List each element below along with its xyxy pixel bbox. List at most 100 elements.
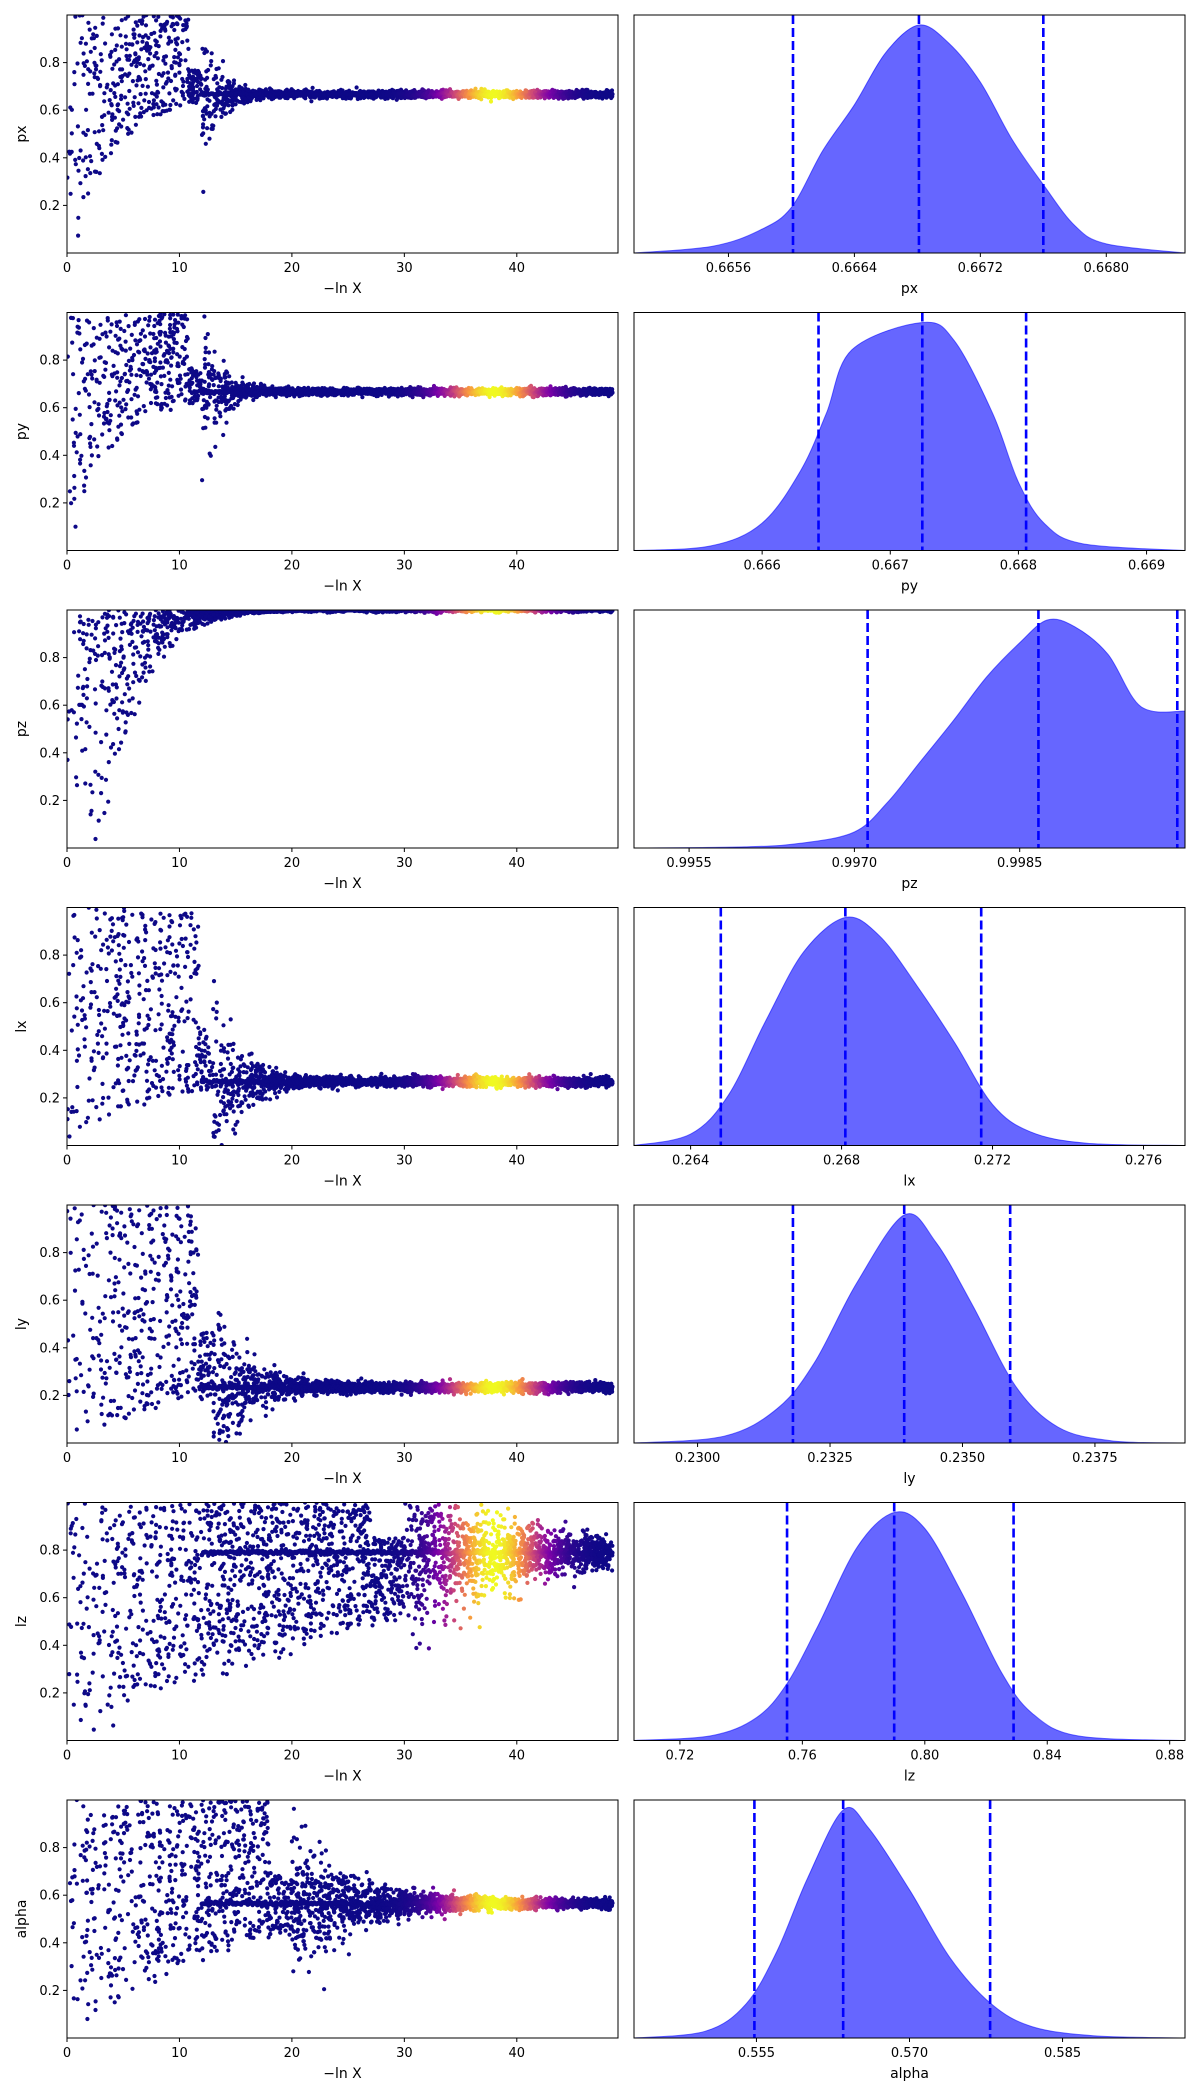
x-tick-label: 0.76: [788, 1749, 817, 1764]
y-axis-label: lx: [14, 1020, 30, 1032]
density-fill: [634, 24, 1185, 253]
x-tick-label: 10: [171, 856, 188, 871]
y-tick-label: 0.8: [39, 354, 60, 369]
y-tick-label: 0.6: [39, 1591, 60, 1606]
axes-frame: [633, 1204, 1186, 1444]
x-tick-label: 0.268: [823, 1154, 860, 1169]
density-fill: [634, 619, 1185, 848]
trace-panel-px: 0 10 20 30 40 0.2 0.4 0.6 0.8 −ln X px: [14, 14, 619, 297]
x-tick-label: 0: [63, 1154, 71, 1169]
x-tick-label: 0: [63, 559, 71, 574]
y-tick-label: 0.8: [39, 949, 60, 964]
y-tick-label: 0.6: [39, 699, 60, 714]
x-tick-label: 40: [509, 2046, 526, 2061]
x-tick-label: 0: [63, 261, 71, 276]
x-axis-label: −ln X: [323, 1174, 362, 1190]
y-tick-label: 0.8: [39, 1544, 60, 1559]
y-tick-label: 0.8: [39, 651, 60, 666]
y-tick-label: 0.6: [39, 996, 60, 1011]
x-tick-label: 30: [396, 856, 413, 871]
density-fill: [634, 322, 1185, 551]
density-curve: [634, 1511, 1185, 1741]
x-axis-label: py: [901, 579, 918, 595]
x-tick-label: 20: [284, 1749, 301, 1764]
y-tick-label: 0.2: [39, 1091, 60, 1106]
x-tick-label: 20: [284, 2046, 301, 2061]
x-tick-label: 0.72: [665, 1749, 694, 1764]
axes-frame: [633, 312, 1186, 551]
x-axis-label: alpha: [890, 2066, 929, 2082]
x-axis-label: −ln X: [323, 2066, 362, 2082]
x-tick-label: 0.668: [1000, 559, 1037, 574]
x-axis-label: pz: [901, 876, 917, 892]
x-tick-label: 40: [509, 1154, 526, 1169]
y-tick-label: 0.4: [39, 1341, 60, 1356]
x-tick-label: 0.88: [1155, 1749, 1184, 1764]
x-tick-label: 10: [171, 1154, 188, 1169]
x-tick-label: 10: [171, 559, 188, 574]
y-tick-label: 0.2: [39, 794, 60, 809]
y-tick-label: 0.6: [39, 401, 60, 416]
trace-panel-py: 0 10 20 30 40 0.2 0.4 0.6 0.8 −ln X py: [14, 312, 619, 595]
x-tick-label: 0.2325: [807, 1451, 853, 1466]
y-tick-label: 0.2: [39, 1389, 60, 1404]
trace-panel-lx: 0 10 20 30 40 0.2 0.4 0.6 0.8 −ln X lx: [14, 907, 619, 1190]
y-axis-label: lz: [14, 1616, 30, 1627]
x-tick-label: 10: [171, 2046, 188, 2061]
y-tick-label: 0.8: [39, 56, 60, 71]
x-tick-label: 30: [396, 1154, 413, 1169]
x-tick-label: 0.2375: [1072, 1451, 1118, 1466]
x-tick-label: 0.9955: [666, 856, 712, 871]
x-tick-label: 0.80: [910, 1749, 939, 1764]
x-axis-label: −ln X: [323, 579, 362, 595]
y-tick-label: 0.6: [39, 104, 60, 119]
y-axis-label: pz: [14, 721, 30, 737]
posterior-panel-ly: 0.2300 0.2325 0.2350 0.2375 ly: [633, 1204, 1186, 1487]
x-tick-label: 20: [284, 856, 301, 871]
y-tick-label: 0.2: [39, 1686, 60, 1701]
x-axis-label: −ln X: [323, 281, 362, 297]
trace-panel-pz: 0 10 20 30 40 0.2 0.4 0.6 0.8 −ln X pz: [14, 609, 619, 892]
x-axis-label: lx: [903, 1174, 915, 1190]
posterior-panel-py: 0.666 0.667 0.668 0.669 py: [633, 312, 1186, 595]
scatter-points: [67, 1800, 615, 2022]
density-curve: [634, 916, 1185, 1146]
x-tick-label: 0.9985: [997, 856, 1043, 871]
x-tick-label: 0.272: [974, 1154, 1011, 1169]
x-tick-label: 20: [284, 261, 301, 276]
axes-frame: [66, 312, 619, 551]
axes-frame: [66, 907, 619, 1146]
y-tick-label: 0.4: [39, 1936, 60, 1951]
y-tick-label: 0.8: [39, 1841, 60, 1856]
axes-frame: [66, 1799, 619, 2039]
x-tick-label: 0.6664: [832, 261, 878, 276]
axes-frame: [66, 14, 619, 254]
y-tick-label: 0.6: [39, 1294, 60, 1309]
scatter-points: [67, 1205, 615, 1443]
x-tick-label: 0.669: [1128, 559, 1165, 574]
x-tick-label: 20: [284, 1154, 301, 1169]
x-tick-label: 40: [509, 1451, 526, 1466]
y-tick-label: 0.2: [39, 496, 60, 511]
posterior-panel-pz: 0.9955 0.9970 0.9985 pz: [633, 609, 1186, 892]
y-tick-label: 0.2: [39, 199, 60, 214]
x-tick-label: 0.276: [1125, 1154, 1162, 1169]
axes-frame: [633, 1502, 1186, 1741]
scatter-points: [67, 907, 615, 1146]
trace-panel-lz: 0 10 20 30 40 0.2 0.4 0.6 0.8 −ln X lz: [14, 1502, 619, 1785]
x-axis-label: −ln X: [323, 876, 362, 892]
posterior-panel-px: 0.6656 0.6664 0.6672 0.6680 px: [633, 14, 1186, 297]
x-tick-label: 40: [509, 559, 526, 574]
x-tick-label: 0.570: [891, 2046, 928, 2061]
x-tick-label: 40: [509, 1749, 526, 1764]
axes-frame: [633, 907, 1186, 1146]
posterior-panel-alpha: 0.555 0.570 0.585 alpha: [633, 1799, 1186, 2082]
density-fill: [634, 1807, 1185, 2038]
y-tick-label: 0.4: [39, 151, 60, 166]
x-axis-label: −ln X: [323, 1471, 362, 1487]
x-tick-label: 0.666: [744, 559, 781, 574]
x-tick-label: 30: [396, 1749, 413, 1764]
density-fill: [634, 917, 1185, 1146]
posterior-panel-lx: 0.264 0.268 0.272 0.276 lx: [633, 907, 1186, 1190]
